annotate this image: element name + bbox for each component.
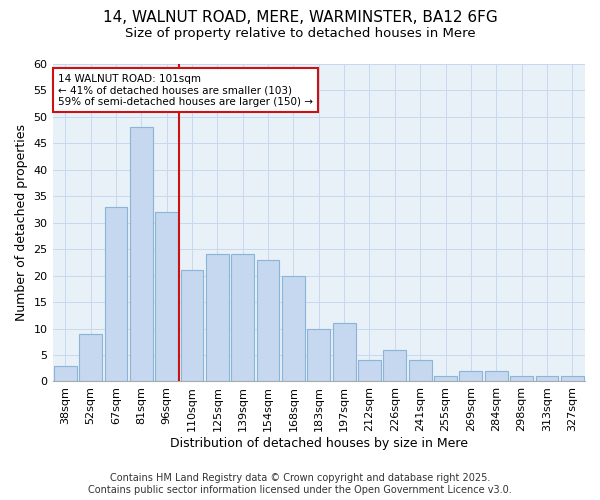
Bar xyxy=(409,360,431,382)
Y-axis label: Number of detached properties: Number of detached properties xyxy=(15,124,28,321)
Bar xyxy=(257,260,280,382)
Bar xyxy=(536,376,559,382)
Bar xyxy=(358,360,381,382)
Text: Contains HM Land Registry data © Crown copyright and database right 2025.
Contai: Contains HM Land Registry data © Crown c… xyxy=(88,474,512,495)
Bar xyxy=(434,376,457,382)
Bar xyxy=(383,350,406,382)
Bar xyxy=(79,334,102,382)
Bar xyxy=(282,276,305,382)
Bar xyxy=(561,376,584,382)
Bar xyxy=(333,324,356,382)
Bar xyxy=(206,254,229,382)
Bar xyxy=(54,366,77,382)
Bar xyxy=(485,371,508,382)
Bar xyxy=(155,212,178,382)
Bar xyxy=(181,270,203,382)
Bar xyxy=(130,128,152,382)
Bar xyxy=(104,207,127,382)
Bar xyxy=(307,328,330,382)
Text: 14 WALNUT ROAD: 101sqm
← 41% of detached houses are smaller (103)
59% of semi-de: 14 WALNUT ROAD: 101sqm ← 41% of detached… xyxy=(58,74,313,106)
Bar xyxy=(460,371,482,382)
Bar xyxy=(510,376,533,382)
X-axis label: Distribution of detached houses by size in Mere: Distribution of detached houses by size … xyxy=(170,437,468,450)
Bar xyxy=(231,254,254,382)
Text: 14, WALNUT ROAD, MERE, WARMINSTER, BA12 6FG: 14, WALNUT ROAD, MERE, WARMINSTER, BA12 … xyxy=(103,10,497,25)
Text: Size of property relative to detached houses in Mere: Size of property relative to detached ho… xyxy=(125,28,475,40)
